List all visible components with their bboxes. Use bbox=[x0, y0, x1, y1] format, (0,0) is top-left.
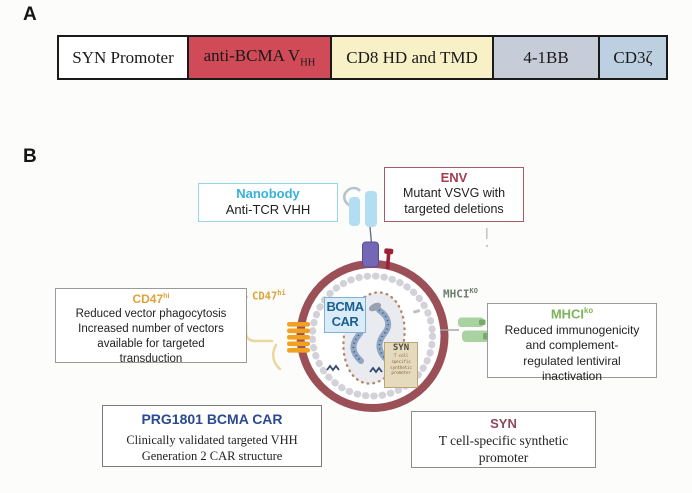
env-leader-tick bbox=[486, 228, 488, 239]
env-leader-dot bbox=[485, 244, 489, 248]
env-body-line: targeted deletions bbox=[404, 201, 504, 216]
env-callout-box: ENV Mutant VSVG with targeted deletions bbox=[384, 167, 524, 222]
nanobody-subtitle: Anti-TCR VHH bbox=[225, 202, 311, 218]
car-construct-bar: SYN Promoter anti-BCMA VHH CD8 HD and TM… bbox=[57, 35, 668, 80]
cd47-body-line: transduction bbox=[119, 352, 183, 365]
cd47-ligand-tail bbox=[271, 343, 282, 371]
bcma-chip-line: BCMA bbox=[326, 299, 365, 314]
cd47-membrane-bar bbox=[287, 322, 310, 327]
syn-body: T cell-specific synthetic promoter bbox=[412, 433, 595, 467]
panel-a-label: A bbox=[23, 4, 37, 25]
nanobody-connector-line bbox=[369, 226, 373, 244]
nanobody-domain-right bbox=[365, 191, 377, 227]
cd47-membrane-bar bbox=[287, 328, 310, 334]
mhci-protein-top bbox=[458, 317, 484, 327]
mhci-body-line: and complement- bbox=[525, 338, 619, 353]
cd47-membrane-bar bbox=[287, 341, 310, 347]
syn-body-line: T cell-specific synthetic bbox=[438, 432, 569, 448]
cd47-body-line: Increased number of vectors bbox=[78, 323, 224, 336]
nanobody-domain-left bbox=[349, 197, 360, 226]
env-body-line: Mutant VSVG with bbox=[402, 186, 506, 201]
nanobody-title: Nanobody bbox=[236, 186, 300, 201]
syn-callout-box: SYN T cell-specific synthetic promoter bbox=[411, 411, 596, 468]
segment-label: CD8 HD and TMD bbox=[346, 47, 478, 67]
bcma-car-chip: BCMA CAR bbox=[324, 297, 366, 333]
squiggle-mark-left bbox=[326, 364, 340, 372]
cd47-title: CD47hi bbox=[132, 291, 170, 306]
segment-4-1bb: 4-1BB bbox=[492, 37, 598, 78]
prg1801-callout-box: PRG1801 BCMA CAR Clinically validated ta… bbox=[102, 405, 322, 467]
syn-chip-line: T cell bbox=[393, 353, 409, 359]
segment-label: anti-BCMA VHH bbox=[203, 46, 316, 69]
env-title: ENV bbox=[440, 170, 468, 185]
cd47-membrane-bar bbox=[287, 335, 310, 340]
mhci-mini-label: MHCIKO bbox=[443, 287, 478, 301]
cd47-mini-label: CD47hi bbox=[252, 289, 286, 303]
mhci-title: MHCIko bbox=[550, 306, 594, 322]
cd47-body-line: Reduced vector phagocytosis bbox=[75, 308, 227, 321]
cd47-membrane-bar bbox=[287, 348, 310, 353]
mhci-body-line: Reduced immunogenicity bbox=[504, 322, 640, 337]
anchor-protein bbox=[362, 241, 379, 268]
segment-cd3-zeta: CD3ζ bbox=[598, 37, 666, 78]
panel-b-label: B bbox=[23, 146, 37, 167]
prg1801-body-line: Clinically validated targeted VHH bbox=[126, 432, 298, 447]
mhci-protein-bottom bbox=[462, 330, 489, 342]
segment-label: 4-1BB bbox=[523, 47, 569, 67]
segment-cd8-hd-tmd: CD8 HD and TMD bbox=[330, 37, 492, 78]
small-gray-mark bbox=[413, 309, 421, 314]
mhci-body-line: regulated lentiviral bbox=[523, 353, 621, 368]
syn-promoter-chip: SYN T cell specific synthetic promoter bbox=[384, 342, 418, 388]
segment-label: CD3ζ bbox=[613, 47, 653, 67]
syn-chip-line: specific bbox=[391, 359, 411, 365]
segment-anti-bcma-vhh: anti-BCMA VHH bbox=[187, 37, 330, 78]
rna-strand-right-dots bbox=[378, 309, 389, 361]
cd47-body-line: available for targeted bbox=[97, 337, 205, 350]
mhci-callout-box: MHCIko Reduced immunogenicity and comple… bbox=[487, 303, 657, 383]
mhci-body-line: inactivation bbox=[541, 369, 603, 384]
squiggle-mark-center bbox=[369, 366, 383, 374]
syn-body-line: promoter bbox=[478, 449, 529, 465]
nanobody-loop bbox=[342, 186, 362, 208]
segment-label: SYN Promoter bbox=[72, 47, 174, 67]
membrane-bead-ring bbox=[309, 272, 436, 400]
syn-title: SYN bbox=[490, 416, 517, 431]
env-spike-stem bbox=[385, 251, 391, 270]
env-spike-head bbox=[384, 248, 394, 255]
cd47-callout-box: CD47hi Reduced vector phagocytosis Incre… bbox=[55, 288, 247, 365]
prg1801-title: PRG1801 BCMA CAR bbox=[141, 411, 283, 427]
syn-chip-line: synthetic bbox=[390, 365, 412, 371]
nanobody-callout-box: Nanobody Anti-TCR VHH bbox=[198, 183, 338, 222]
syn-chip-line: promoter bbox=[391, 371, 411, 377]
segment-syn-promoter: SYN Promoter bbox=[59, 37, 187, 78]
bcma-chip-line: CAR bbox=[331, 313, 359, 329]
env-spike bbox=[384, 248, 394, 270]
mhci-protein-top-notch bbox=[479, 319, 486, 325]
prg1801-body-line: Generation 2 CAR structure bbox=[141, 449, 283, 464]
prg1801-body: Clinically validated targeted VHH Genera… bbox=[103, 432, 321, 465]
syn-chip-title: SYN bbox=[392, 343, 410, 353]
